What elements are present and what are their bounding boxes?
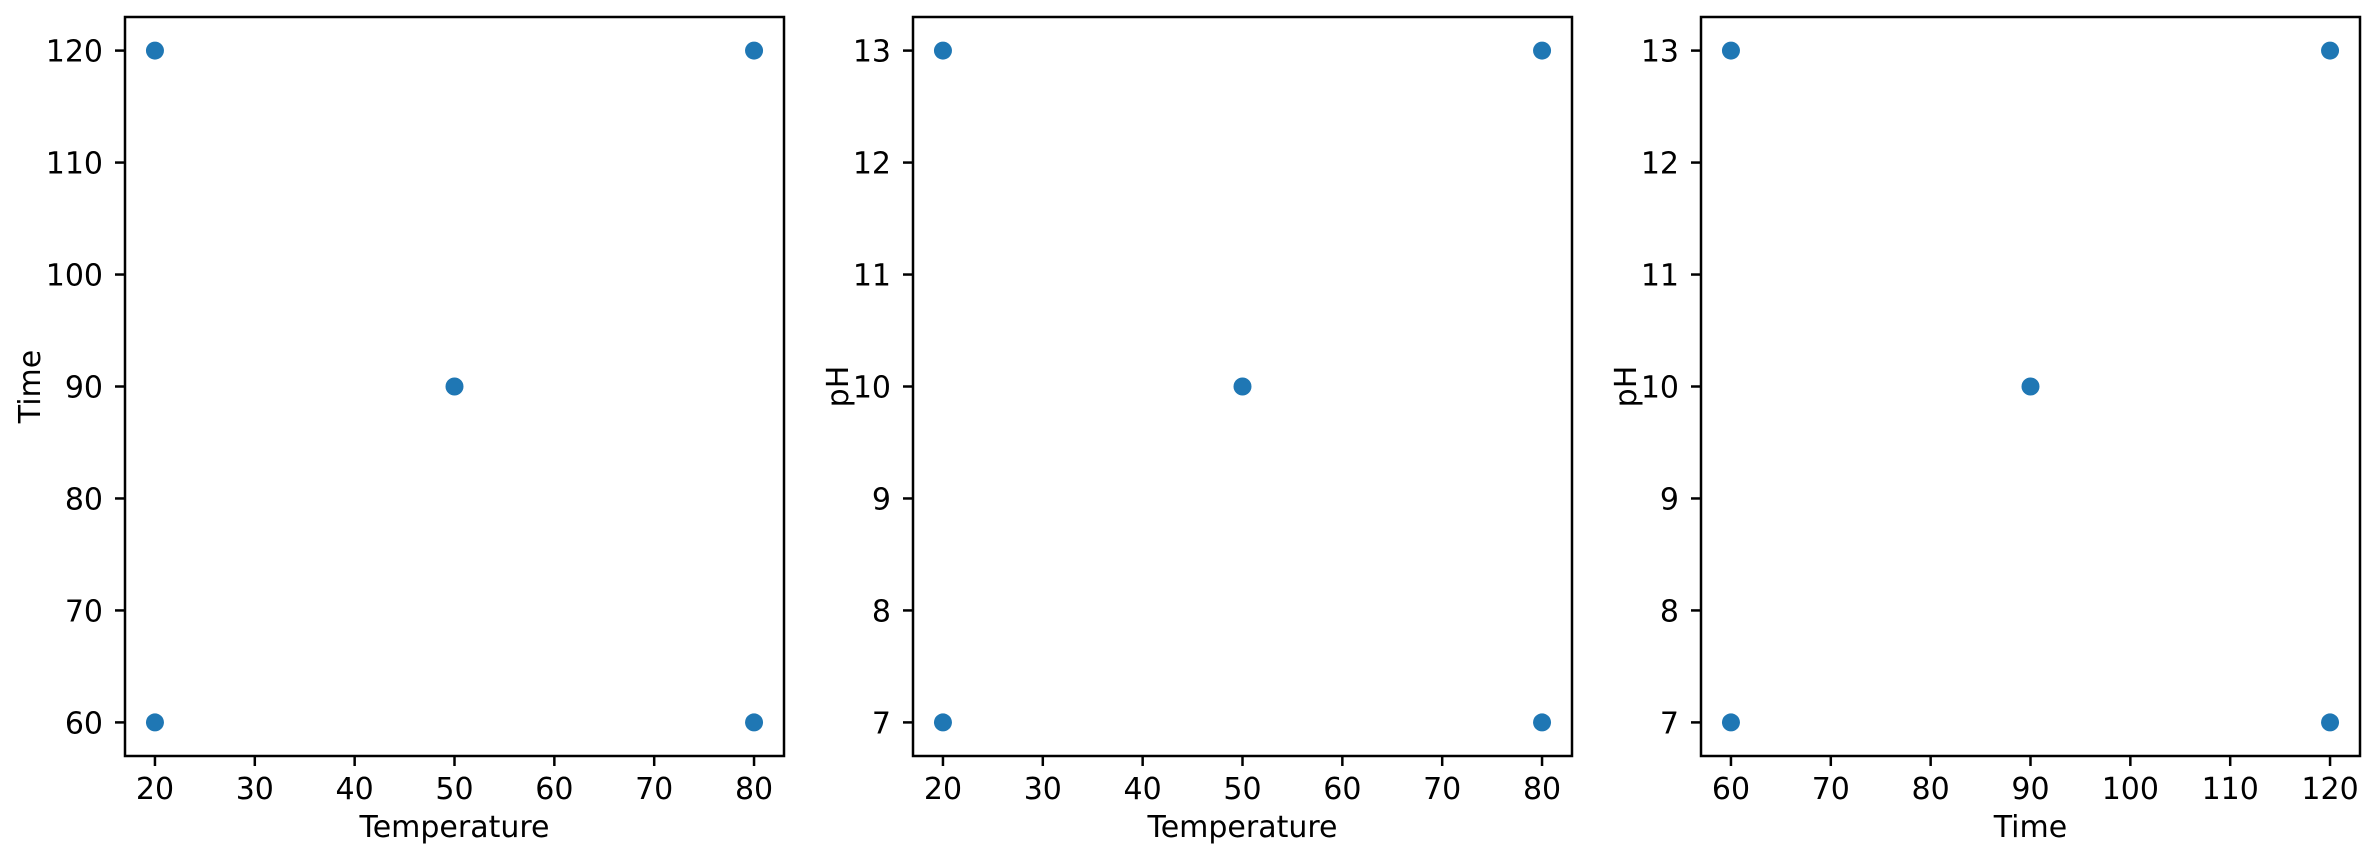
subplot-ph-vs-temperature: 20 30 40 50 60 70 80 7 8 9 10 11 12 13 Temperature pH xyxy=(821,15,1574,845)
x-tick-label: 40 xyxy=(336,772,374,807)
x-tick-label: 30 xyxy=(1024,772,1062,807)
x-tick-label: 80 xyxy=(735,772,773,807)
y-tick-label: 100 xyxy=(46,259,103,294)
y-tick-label: 90 xyxy=(65,371,103,406)
subplot-time-vs-temperature: 20 30 40 50 60 70 80 60 70 80 90 100 110 120 Temperatu… xyxy=(13,15,786,845)
x-tick-label: 70 xyxy=(1812,772,1850,807)
y-tick-label: 60 xyxy=(65,706,103,741)
y-axis-label: pH xyxy=(1609,366,1644,408)
x-axis-label: Time xyxy=(1993,810,2067,845)
x-axis-label: Temperature xyxy=(358,810,549,845)
x-tick-label: 60 xyxy=(535,772,573,807)
data-point xyxy=(745,41,764,60)
y-tick-label: 80 xyxy=(65,482,103,517)
y-tick-label: 7 xyxy=(872,706,891,741)
x-axis-label: Temperature xyxy=(1146,810,1337,845)
data-point xyxy=(933,41,952,60)
y-tick-label: 8 xyxy=(872,594,891,629)
y-tick-label: 11 xyxy=(1641,259,1679,294)
y-tick-label: 12 xyxy=(1641,147,1679,182)
y-axis-label: pH xyxy=(821,366,856,408)
data-point xyxy=(2321,41,2340,60)
y-tick-label: 9 xyxy=(1660,482,1679,517)
y-tick-label: 7 xyxy=(1660,706,1679,741)
y-tick-label: 8 xyxy=(1660,594,1679,629)
data-point xyxy=(1533,713,1552,732)
x-tick-label: 30 xyxy=(236,772,274,807)
y-tick-label: 9 xyxy=(872,482,891,517)
data-point xyxy=(745,713,764,732)
data-point xyxy=(1721,713,1740,732)
y-tick-label: 12 xyxy=(853,147,891,182)
data-point xyxy=(1233,377,1252,396)
x-tick-label: 40 xyxy=(1124,772,1162,807)
x-tick-label: 100 xyxy=(2102,772,2159,807)
x-tick-label: 80 xyxy=(1523,772,1561,807)
y-tick-label: 10 xyxy=(1641,371,1679,406)
x-tick-label: 70 xyxy=(635,772,673,807)
y-axis-label: Time xyxy=(13,350,48,424)
y-tick-label: 13 xyxy=(1641,35,1679,70)
y-tick-label: 13 xyxy=(853,35,891,70)
y-tick-label: 11 xyxy=(853,259,891,294)
data-point xyxy=(445,377,464,396)
x-tick-label: 110 xyxy=(2202,772,2259,807)
data-point xyxy=(1533,41,1552,60)
y-tick-label: 70 xyxy=(65,594,103,629)
data-point xyxy=(2321,713,2340,732)
data-point xyxy=(145,41,164,60)
x-tick-label: 50 xyxy=(1223,772,1261,807)
y-tick-label: 10 xyxy=(853,371,891,406)
data-point xyxy=(145,713,164,732)
x-tick-label: 60 xyxy=(1323,772,1361,807)
data-point xyxy=(1721,41,1740,60)
x-tick-label: 20 xyxy=(136,772,174,807)
subplot-ph-vs-time: 60 70 80 90 100 110 120 7 8 9 10 11 12 13 Time pH xyxy=(1609,15,2362,845)
x-tick-label: 120 xyxy=(2301,772,2358,807)
y-tick-label: 120 xyxy=(46,35,103,70)
x-tick-label: 50 xyxy=(435,772,473,807)
x-tick-label: 60 xyxy=(1712,772,1750,807)
x-tick-label: 20 xyxy=(924,772,962,807)
data-point xyxy=(2021,377,2040,396)
x-tick-label: 70 xyxy=(1423,772,1461,807)
data-point xyxy=(933,713,952,732)
y-tick-label: 110 xyxy=(46,147,103,182)
x-tick-label: 80 xyxy=(1912,772,1950,807)
x-tick-label: 90 xyxy=(2011,772,2049,807)
